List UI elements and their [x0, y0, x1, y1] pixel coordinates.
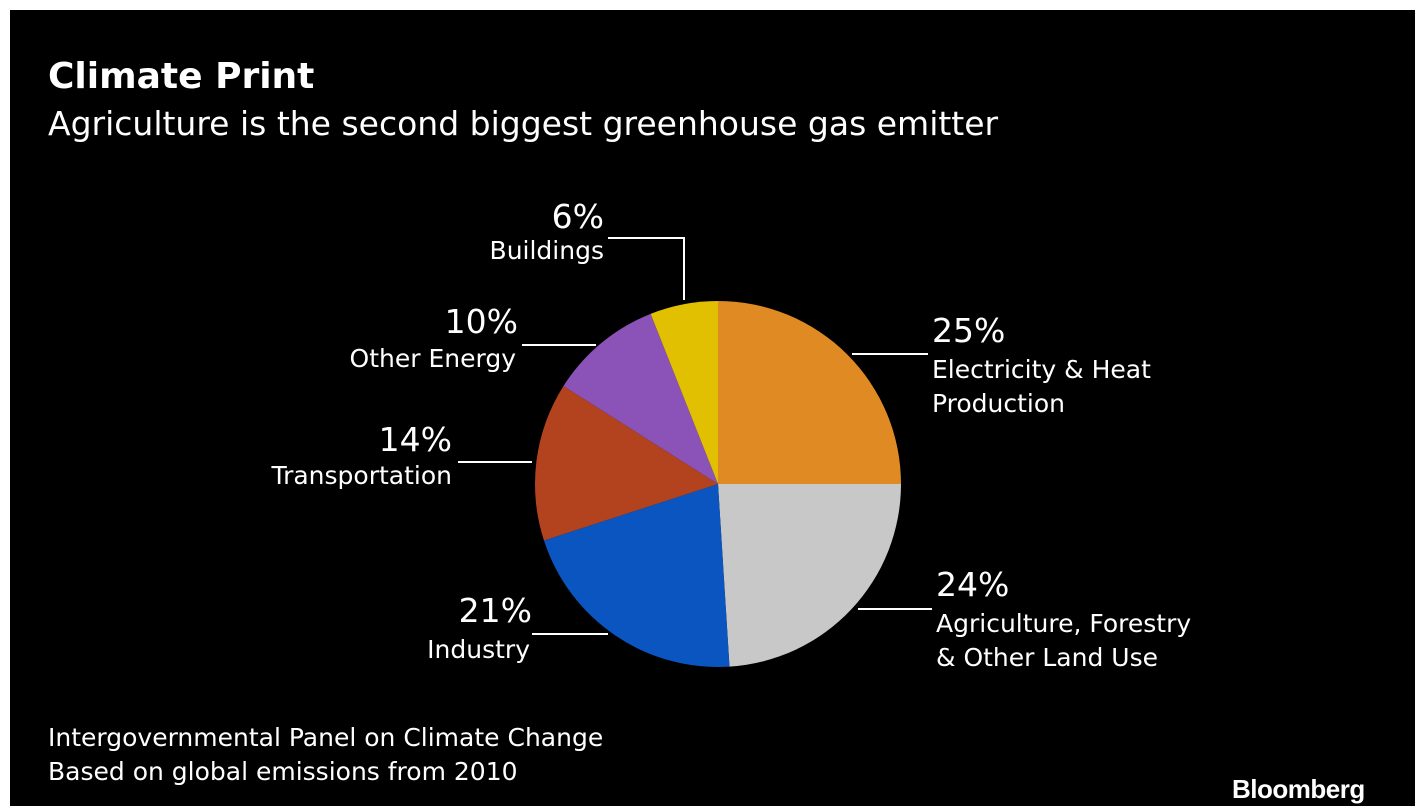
pct-label-transportation: 14% [379, 420, 452, 459]
source-note-line-2: Based on global emissions from 2010 [48, 757, 518, 786]
pie-slice-electricity-and-heat-production [718, 301, 901, 484]
category-label-transportation: Transportation [270, 461, 452, 490]
chart-subtitle: Agriculture is the second biggest greenh… [48, 104, 999, 143]
category-label-electricity-and-heat-production-line-2: Production [932, 389, 1065, 418]
category-label-industry: Industry [427, 635, 530, 664]
pct-label-other-energy: 10% [445, 302, 518, 341]
pct-label-agriculture-forestry-and-other-land-use: 24% [936, 565, 1009, 604]
bloomberg-logo: Bloomberg [1232, 774, 1365, 804]
pct-label-industry: 21% [459, 591, 532, 630]
pie-slice-agriculture-forestry-and-other-land-use [718, 484, 901, 667]
pie-chart: 25% Electricity & Heat Production 24% Agricu… [270, 197, 1191, 672]
category-label-agriculture-forestry-and-other-land-use-line-2: & Other Land Use [936, 643, 1158, 672]
chart-title: Climate Print [48, 56, 315, 97]
leader-line-buildings [608, 237, 685, 300]
chart-card: Climate Print Agriculture is the second … [10, 10, 1415, 806]
category-label-agriculture-forestry-and-other-land-use-line-1: Agriculture, Forestry [936, 609, 1191, 638]
category-label-buildings: Buildings [490, 236, 604, 265]
source-note-line-1: Intergovernmental Panel on Climate Chang… [48, 723, 604, 752]
pie-slice-industry [543, 484, 730, 668]
category-label-other-energy: Other Energy [350, 344, 517, 373]
pct-label-electricity-and-heat-production: 25% [932, 311, 1005, 350]
category-label-electricity-and-heat-production-line-1: Electricity & Heat [932, 355, 1151, 384]
pie-slice-transportation [535, 385, 718, 541]
pct-label-buildings: 6% [552, 197, 604, 236]
pie-slice-buildings [650, 301, 718, 484]
pie-slice-other-energy [563, 313, 718, 484]
